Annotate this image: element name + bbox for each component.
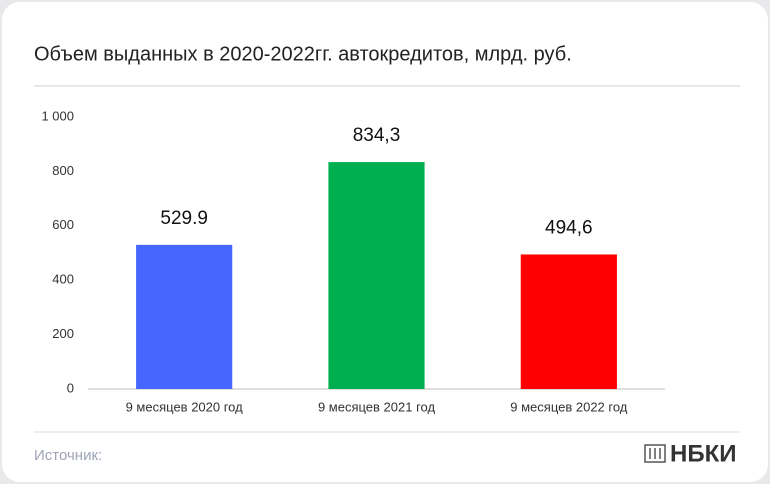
value-label: 834,3 [353, 125, 401, 146]
bar [328, 162, 425, 389]
chart-title: Объем выданных в 2020-2022гг. автокредит… [34, 43, 572, 65]
y-tick-label: 600 [52, 217, 74, 232]
y-tick-label: 400 [52, 272, 74, 287]
bar [136, 244, 233, 389]
value-label: 494,6 [545, 217, 593, 238]
y-tick-label: 800 [52, 163, 74, 178]
bar [520, 254, 617, 389]
brand-icon [644, 444, 666, 463]
source-label: Источник: [34, 447, 102, 464]
brand: НБКИ [670, 440, 736, 467]
x-tick-label: 9 месяцев 2021 год [318, 399, 436, 414]
x-tick-label: 9 месяцев 2020 год [126, 399, 244, 414]
y-tick-label: 0 [67, 380, 74, 395]
value-label: 529.9 [160, 208, 208, 229]
y-tick-label: 1 000 [41, 108, 74, 123]
x-tick-label: 9 месяцев 2022 год [510, 399, 628, 414]
y-tick-label: 200 [52, 326, 74, 341]
